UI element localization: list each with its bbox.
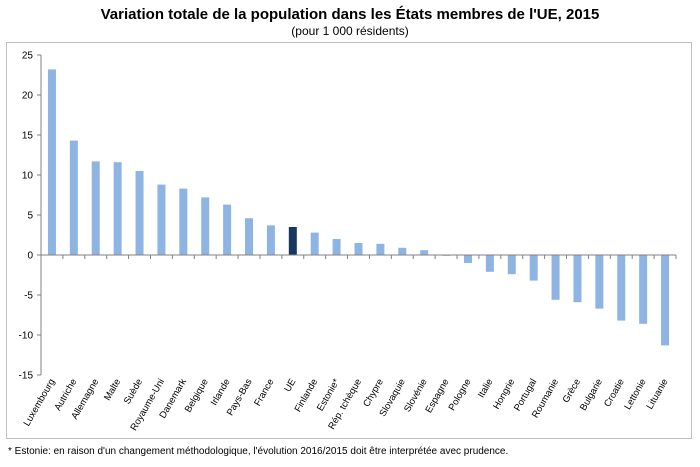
x-tick-label: Malte <box>102 377 123 403</box>
y-tick-label: 10 <box>22 171 34 182</box>
bar-4 <box>113 162 122 255</box>
bar-11 <box>266 225 275 255</box>
bar-10 <box>245 218 254 255</box>
bar-23 <box>529 255 538 281</box>
bar-21 <box>485 255 494 272</box>
bar-18 <box>420 250 429 255</box>
bar-20 <box>463 255 472 263</box>
y-tick-label: 25 <box>22 51 34 62</box>
y-tick-label: 5 <box>27 211 33 222</box>
bar-16 <box>376 243 385 255</box>
x-tick-label: Suède <box>122 377 145 406</box>
bar-13 <box>310 232 319 255</box>
bar-26 <box>595 255 604 309</box>
bar-17 <box>398 247 407 255</box>
bar-24 <box>551 255 560 300</box>
chart-title: Variation totale de la population dans l… <box>100 6 600 23</box>
y-tick-label: 15 <box>22 131 34 142</box>
y-tick-label: 20 <box>22 91 34 102</box>
bar-5 <box>135 171 144 255</box>
bar-14 <box>332 239 341 255</box>
bar-7 <box>179 188 188 255</box>
x-tick-label: Lituanie <box>644 377 670 411</box>
bar-8 <box>201 197 210 255</box>
bar-6 <box>157 184 166 255</box>
x-tick-label: Luxembourg <box>22 377 58 428</box>
bar-12 <box>288 227 297 255</box>
bar-28 <box>639 255 648 324</box>
footnote: * Estonie: en raison d'un changement mét… <box>8 446 509 457</box>
bar-2 <box>69 140 78 255</box>
y-tick-label: -5 <box>24 291 33 302</box>
bar-27 <box>617 255 626 321</box>
chart-subtitle: (pour 1 000 résidents) <box>291 24 409 38</box>
bar-15 <box>354 243 363 255</box>
x-tick-label: France <box>252 377 276 408</box>
bar-25 <box>573 255 582 303</box>
y-tick-label: -10 <box>19 331 34 342</box>
x-tick-label: Grèce <box>561 377 583 405</box>
chart-frame <box>6 42 692 439</box>
x-tick-label: Italie <box>476 377 496 400</box>
bar-22 <box>507 255 516 275</box>
y-tick-label: -15 <box>19 371 34 382</box>
bar-9 <box>223 204 232 255</box>
bar-3 <box>91 161 100 255</box>
y-tick-label: 0 <box>27 251 33 262</box>
bar-29 <box>661 255 670 346</box>
x-tick-label: UE <box>282 377 298 394</box>
bar-1 <box>47 69 56 256</box>
